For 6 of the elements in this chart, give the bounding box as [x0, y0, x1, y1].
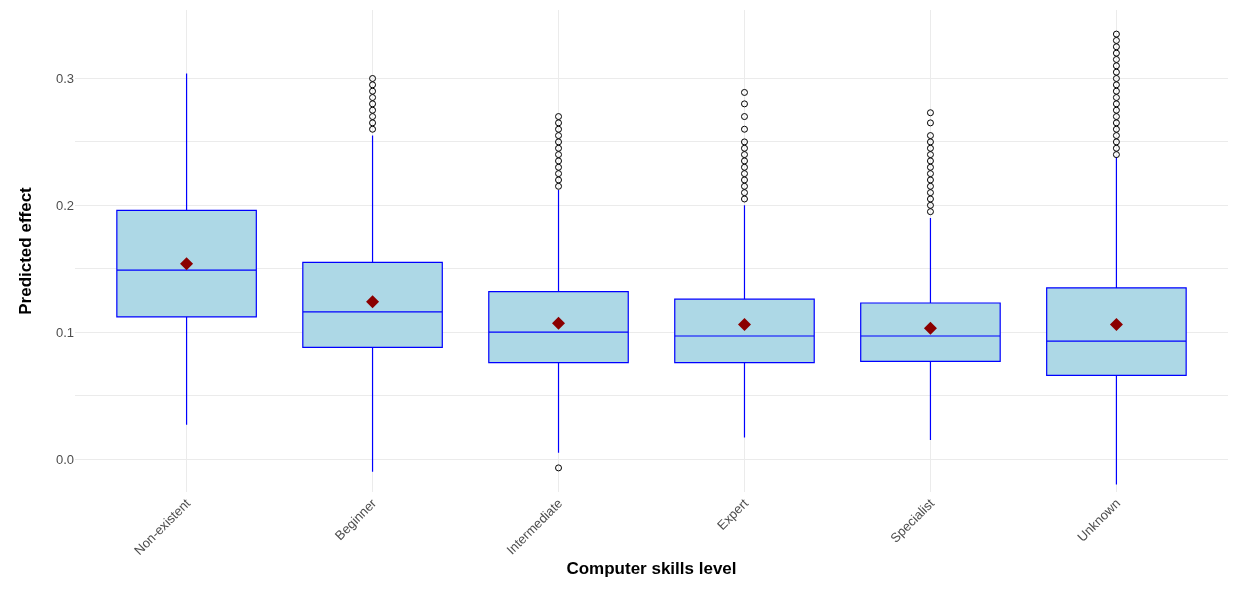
- y-tick-label: 0.2: [55, 197, 74, 213]
- y-tick-label: 0.3: [55, 71, 74, 87]
- x-axis-title: Computer skills level: [566, 559, 737, 579]
- y-axis-title: Predicted effect: [16, 186, 35, 315]
- y-tick-label: 0.0: [55, 451, 74, 467]
- y-tick-label: 0.1: [55, 324, 74, 340]
